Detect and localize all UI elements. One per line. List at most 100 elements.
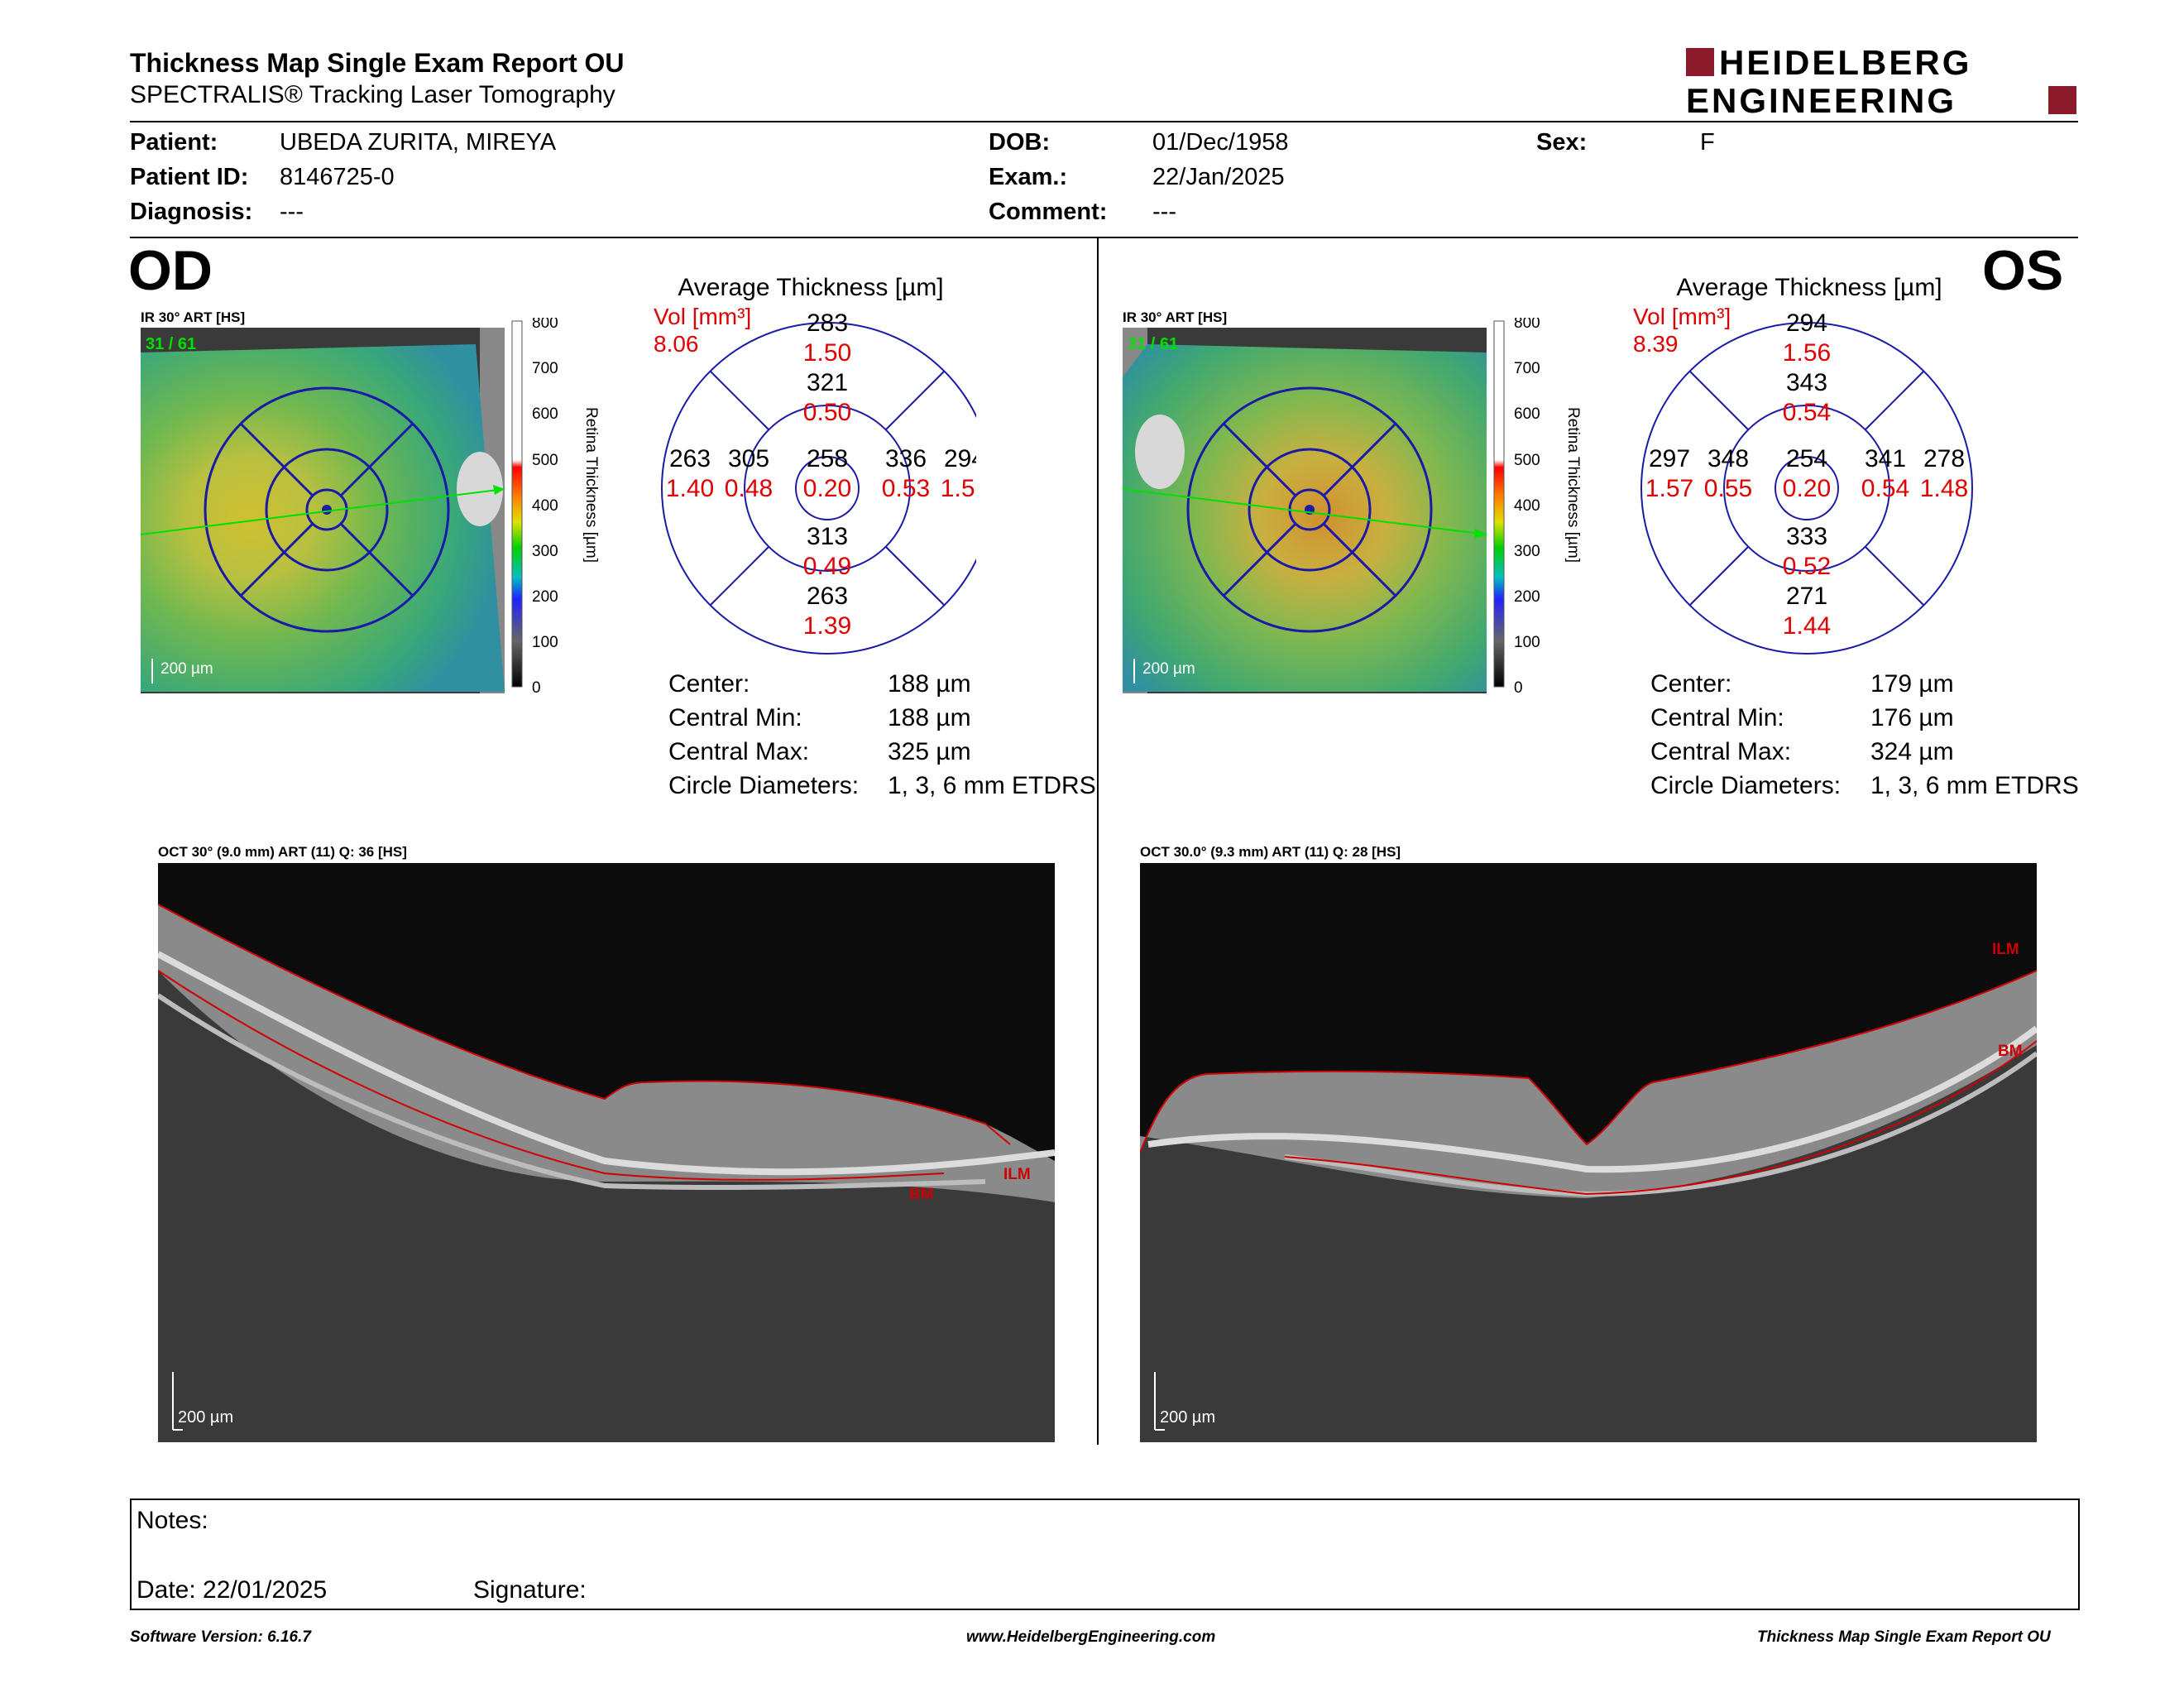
os-inner-bottom-thickness: 333: [1786, 523, 1827, 550]
logo-line2: ENGINEERING: [1686, 81, 1956, 119]
os-outer-left-thickness: 297: [1649, 445, 1690, 472]
od-stat-min-value: 188 µm: [888, 704, 971, 731]
patient-name: UBEDA ZURITA, MIREYA: [280, 129, 557, 156]
os-stat-center-label: Center:: [1650, 670, 1732, 698]
os-inner-left-thickness: 348: [1707, 445, 1749, 472]
os-outer-right-volume: 1.48: [1920, 475, 1968, 502]
od-ir-thickness-map: 31 / 61 200 µm: [140, 328, 505, 693]
sex: F: [1700, 129, 1715, 156]
od-ir-label: IR 30° ART [HS]: [141, 309, 246, 325]
od-stat-max-value: 325 µm: [888, 738, 971, 765]
od-total-vol: 8.06: [654, 331, 699, 357]
os-cbar-label: Retina Thickness [µm]: [1564, 407, 1582, 563]
os-cbar-400: 400: [1514, 497, 1540, 515]
os-stat-min-value: 176 µm: [1870, 704, 1954, 731]
od-bm-label: BM: [909, 1186, 934, 1203]
os-stat-diam-value: 1, 3, 6 mm ETDRS: [1870, 772, 2079, 799]
os-stat-max-value: 324 µm: [1870, 738, 1954, 765]
os-outer-left-volume: 1.57: [1645, 475, 1693, 502]
dob-label: DOB:: [989, 129, 1051, 156]
os-ir-thickness-map: 31 / 61 200 µm: [1122, 328, 1487, 693]
od-eye-label: OD: [128, 239, 213, 302]
os-frame-count: 31 / 61: [1128, 335, 1178, 353]
od-outer-top-thickness: 283: [807, 309, 848, 337]
footer-software-version: Software Version: 6.16.7: [130, 1628, 311, 1646]
os-cbar-500: 500: [1514, 452, 1540, 469]
os-cbar-300: 300: [1514, 543, 1540, 560]
os-cbar-600: 600: [1514, 405, 1540, 423]
signature-label: Signature:: [473, 1576, 587, 1604]
od-cbar-500: 500: [532, 452, 558, 469]
comment-label: Comment:: [989, 199, 1108, 225]
os-oct-label: OCT 30.0° (9.3 mm) ART (11) Q: 28 [HS]: [1140, 844, 1401, 860]
od-outer-right-volume: 1.56: [941, 475, 976, 502]
os-inner-top-volume: 0.54: [1783, 399, 1831, 426]
od-stat-center-value: 188 µm: [888, 670, 971, 698]
os-cbar-200: 200: [1514, 588, 1540, 606]
od-vol-label: Vol [mm³]: [654, 304, 751, 329]
os-center-thickness: 254: [1786, 445, 1827, 472]
od-inner-left-volume: 0.48: [725, 475, 773, 502]
od-outer-left-thickness: 263: [669, 445, 711, 472]
os-vol-label: Vol [mm³]: [1633, 304, 1731, 329]
od-center-thickness: 258: [807, 445, 848, 472]
footer-report-name: Thickness Map Single Exam Report OU: [1757, 1628, 2051, 1646]
od-cbar-200: 200: [532, 588, 558, 606]
os-cbar-0: 0: [1514, 679, 1523, 697]
od-stat-min-label: Central Min:: [668, 704, 802, 731]
od-outer-bottom-thickness: 263: [807, 583, 848, 610]
report-title: Thickness Map Single Exam Report OU: [130, 48, 625, 78]
od-outer-right-thickness: 294: [944, 445, 976, 472]
os-oct-scale: 200 µm: [1160, 1408, 1215, 1427]
os-outer-bottom-thickness: 271: [1786, 583, 1827, 610]
od-frame-count: 31 / 61: [146, 335, 196, 353]
comment: ---: [1152, 199, 1176, 225]
os-inner-top-thickness: 343: [1786, 369, 1827, 396]
diagnosis-label: Diagnosis:: [130, 199, 253, 225]
od-cbar-100: 100: [532, 634, 558, 651]
header-divider: [130, 121, 2078, 122]
sex-label: Sex:: [1536, 129, 1588, 156]
heidelberg-logo: HEIDELBERG ENGINEERING: [1684, 43, 2078, 120]
os-eye-label: OS: [1982, 239, 2064, 302]
os-colorbar: 800 700 600 500 400 300 200 100 0 Retina…: [1492, 314, 1616, 698]
od-oct-label: OCT 30° (9.0 mm) ART (11) Q: 36 [HS]: [158, 844, 407, 860]
diagnosis: ---: [280, 199, 304, 225]
od-outer-top-volume: 1.50: [803, 339, 851, 367]
od-inner-right-thickness: 336: [885, 445, 927, 472]
os-cbar-700: 700: [1514, 360, 1540, 377]
od-outer-left-volume: 1.40: [666, 475, 714, 502]
od-stat-diam-value: 1, 3, 6 mm ETDRS: [888, 772, 1096, 799]
od-inner-top-volume: 0.50: [803, 399, 851, 426]
od-ilm-label: ILM: [1003, 1166, 1031, 1183]
os-inner-left-volume: 0.55: [1704, 475, 1752, 502]
patient-id-label: Patient ID:: [130, 164, 249, 190]
info-divider: [130, 237, 2078, 238]
os-outer-top-thickness: 294: [1786, 309, 1827, 337]
notes-label: Notes:: [136, 1507, 208, 1534]
os-stat-max-label: Central Max:: [1650, 738, 1792, 765]
os-inner-right-volume: 0.54: [1861, 475, 1909, 502]
od-colorbar: 800 700 600 500 400 300 200 100 0 Retina…: [510, 314, 635, 698]
notes-date: Date: 22/01/2025: [136, 1576, 328, 1604]
os-cbar-800: 800: [1514, 318, 1540, 332]
patient-id: 8146725-0: [280, 164, 395, 190]
od-ir-scale: 200 µm: [160, 660, 213, 678]
exam-date: 22/Jan/2025: [1152, 164, 1285, 190]
od-avg-title: Average Thickness [µm]: [678, 274, 943, 301]
od-inner-top-thickness: 321: [807, 369, 848, 396]
od-stat-diam-label: Circle Diameters:: [668, 772, 860, 799]
os-total-vol: 8.39: [1633, 331, 1679, 357]
od-outer-bottom-volume: 1.39: [803, 612, 851, 640]
exam-label: Exam.:: [989, 164, 1068, 190]
os-outer-bottom-volume: 1.44: [1783, 612, 1831, 640]
os-bm-label: BM: [1998, 1043, 2023, 1060]
od-cbar-800: 800: [532, 318, 558, 332]
os-ilm-label: ILM: [1992, 941, 2019, 958]
logo-line1: HEIDELBERG: [1719, 43, 1971, 82]
report-subtitle: SPECTRALIS® Tracking Laser Tomography: [130, 81, 615, 108]
os-avg-title: Average Thickness [µm]: [1676, 274, 1942, 301]
od-cbar-300: 300: [532, 543, 558, 560]
footer-website: www.HeidelbergEngineering.com: [966, 1628, 1216, 1646]
os-outer-right-thickness: 278: [1923, 445, 1965, 472]
